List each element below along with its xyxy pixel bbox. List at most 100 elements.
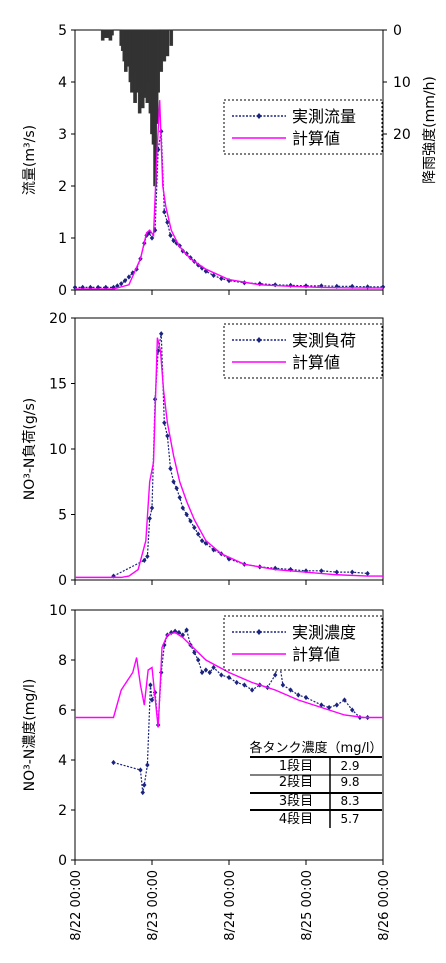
data-point bbox=[174, 485, 179, 491]
data-point bbox=[365, 570, 370, 577]
data-point bbox=[80, 284, 85, 290]
legend-box bbox=[223, 615, 383, 671]
legend-marker bbox=[256, 629, 262, 635]
data-point bbox=[171, 238, 176, 244]
data-point bbox=[288, 687, 293, 693]
data-point bbox=[142, 557, 147, 563]
y2-tick-label: 0 bbox=[393, 23, 402, 39]
data-point bbox=[350, 569, 355, 575]
data-point bbox=[111, 759, 116, 766]
data-point bbox=[257, 281, 262, 287]
data-point bbox=[192, 525, 197, 531]
data-point bbox=[319, 702, 324, 708]
data-point bbox=[165, 433, 170, 439]
y-tick-label: 8 bbox=[58, 653, 67, 669]
data-point bbox=[226, 278, 232, 284]
legend-label-2: 計算値 bbox=[292, 353, 340, 372]
y2-tick-label: 20 bbox=[393, 127, 411, 143]
data-point bbox=[148, 682, 153, 688]
data-point bbox=[142, 782, 147, 788]
series-line-1 bbox=[113, 333, 368, 577]
y-tick-label: 0 bbox=[58, 283, 67, 299]
y-tick-label: 4 bbox=[58, 75, 67, 91]
legend-marker bbox=[256, 113, 262, 119]
data-point bbox=[203, 540, 209, 546]
table-row-value: 5.7 bbox=[340, 812, 359, 826]
data-point bbox=[380, 284, 386, 290]
data-point bbox=[196, 531, 201, 537]
y-tick-label: 5 bbox=[58, 508, 67, 524]
data-point bbox=[159, 331, 164, 337]
data-point bbox=[171, 479, 176, 485]
data-point bbox=[211, 272, 216, 279]
data-point bbox=[126, 274, 132, 280]
table-row-value: 8.3 bbox=[340, 794, 359, 808]
legend-label-1: 実測濃度 bbox=[292, 623, 356, 642]
data-point bbox=[319, 568, 324, 574]
data-point bbox=[149, 235, 155, 241]
series-line-2 bbox=[75, 100, 383, 290]
x-tick-label: 8/24 00:00 bbox=[223, 870, 238, 941]
data-point bbox=[219, 672, 224, 678]
legend-label-1: 実測負荷 bbox=[292, 331, 356, 350]
data-point bbox=[111, 284, 116, 290]
y-axis-label: NO³-N負荷(g/s) bbox=[22, 398, 38, 500]
y-tick-label: 2 bbox=[58, 179, 67, 195]
data-point bbox=[119, 281, 124, 287]
data-point bbox=[334, 702, 339, 708]
data-point bbox=[145, 762, 150, 768]
data-point bbox=[199, 538, 205, 544]
data-point bbox=[140, 789, 145, 796]
data-point bbox=[199, 669, 205, 676]
y-tick-label: 4 bbox=[58, 753, 67, 769]
data-point bbox=[350, 707, 355, 713]
data-point bbox=[207, 669, 212, 676]
legend-label-2: 計算値 bbox=[292, 645, 340, 664]
data-point bbox=[95, 284, 101, 290]
table-row-label: 1段目 bbox=[279, 759, 313, 774]
table-row-label: 4段目 bbox=[279, 812, 313, 827]
y-tick-label: 10 bbox=[49, 442, 67, 458]
data-point bbox=[273, 282, 278, 288]
rain-bar bbox=[165, 29, 170, 57]
data-point bbox=[103, 284, 108, 290]
table-row-value: 9.8 bbox=[340, 775, 359, 789]
series-line-2 bbox=[75, 337, 383, 579]
data-point bbox=[72, 284, 78, 290]
data-point bbox=[273, 672, 278, 678]
data-point bbox=[88, 284, 93, 290]
series-line-2 bbox=[75, 631, 383, 728]
rain-bar bbox=[169, 29, 174, 46]
legend-label-2: 計算値 bbox=[292, 129, 340, 148]
data-point bbox=[184, 511, 189, 518]
data-point bbox=[162, 209, 167, 215]
data-point bbox=[249, 687, 255, 693]
x-tick-label: 8/23 00:00 bbox=[146, 870, 161, 941]
data-point bbox=[203, 667, 209, 673]
y-axis-label: 流量(m³/s) bbox=[22, 125, 38, 195]
legend-box bbox=[223, 323, 383, 379]
data-point bbox=[196, 657, 201, 663]
data-point bbox=[155, 147, 161, 153]
data-point bbox=[196, 262, 201, 268]
data-point bbox=[184, 627, 189, 633]
x-tick-label: 8/26 00:00 bbox=[377, 870, 392, 941]
data-point bbox=[226, 556, 232, 562]
table-row-label: 2段目 bbox=[279, 775, 313, 790]
data-point bbox=[296, 692, 301, 698]
data-point bbox=[147, 515, 152, 522]
table-title: 各タンク濃度（mg/l） bbox=[250, 740, 383, 756]
y2-tick-label: 10 bbox=[393, 75, 411, 91]
data-point bbox=[130, 270, 135, 276]
y2-axis-label: 降雨強度(mm/h) bbox=[422, 76, 438, 184]
data-point bbox=[365, 284, 370, 290]
y-tick-label: 3 bbox=[58, 127, 67, 143]
data-point bbox=[188, 518, 193, 524]
data-point bbox=[211, 664, 216, 671]
table-row-label: 3段目 bbox=[279, 794, 313, 809]
data-point bbox=[115, 283, 120, 289]
data-point bbox=[303, 694, 309, 701]
data-point bbox=[168, 466, 173, 472]
